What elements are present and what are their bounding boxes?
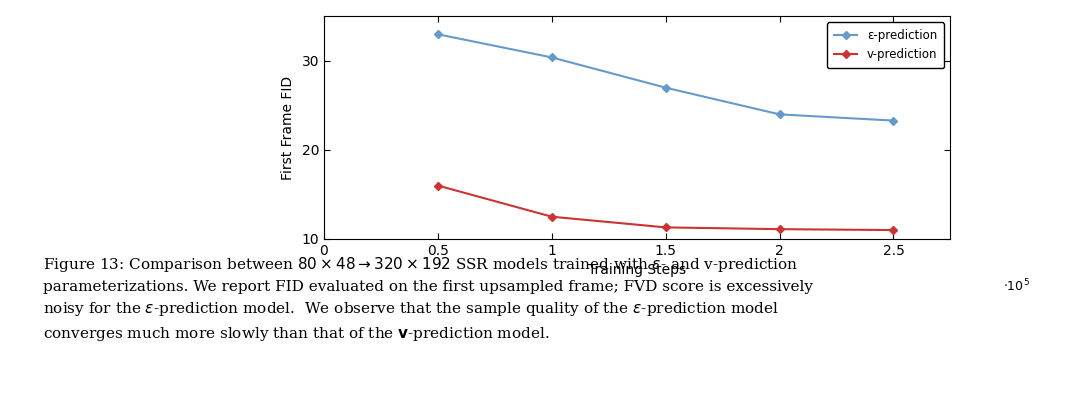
ε-prediction <box>545 55 558 60</box>
v-prediction <box>545 214 558 219</box>
Text: $\cdot10^5$: $\cdot10^5$ <box>1003 278 1030 295</box>
v-prediction <box>431 183 444 188</box>
X-axis label: Training Steps: Training Steps <box>589 263 686 277</box>
v-prediction <box>659 225 672 230</box>
Legend: ε-prediction, v-prediction: ε-prediction, v-prediction <box>827 22 945 68</box>
Line: v-prediction: v-prediction <box>435 183 896 233</box>
Y-axis label: First Frame FID: First Frame FID <box>281 76 295 180</box>
Line: ε-prediction: ε-prediction <box>435 31 896 123</box>
v-prediction <box>887 227 900 232</box>
ε-prediction <box>773 112 786 117</box>
Text: Figure 13: Comparison between $80\times48 \rightarrow 320\times192$ SSR models t: Figure 13: Comparison between $80\times4… <box>43 255 813 343</box>
ε-prediction <box>659 85 672 90</box>
ε-prediction <box>887 118 900 123</box>
ε-prediction <box>431 32 444 37</box>
v-prediction <box>773 227 786 232</box>
